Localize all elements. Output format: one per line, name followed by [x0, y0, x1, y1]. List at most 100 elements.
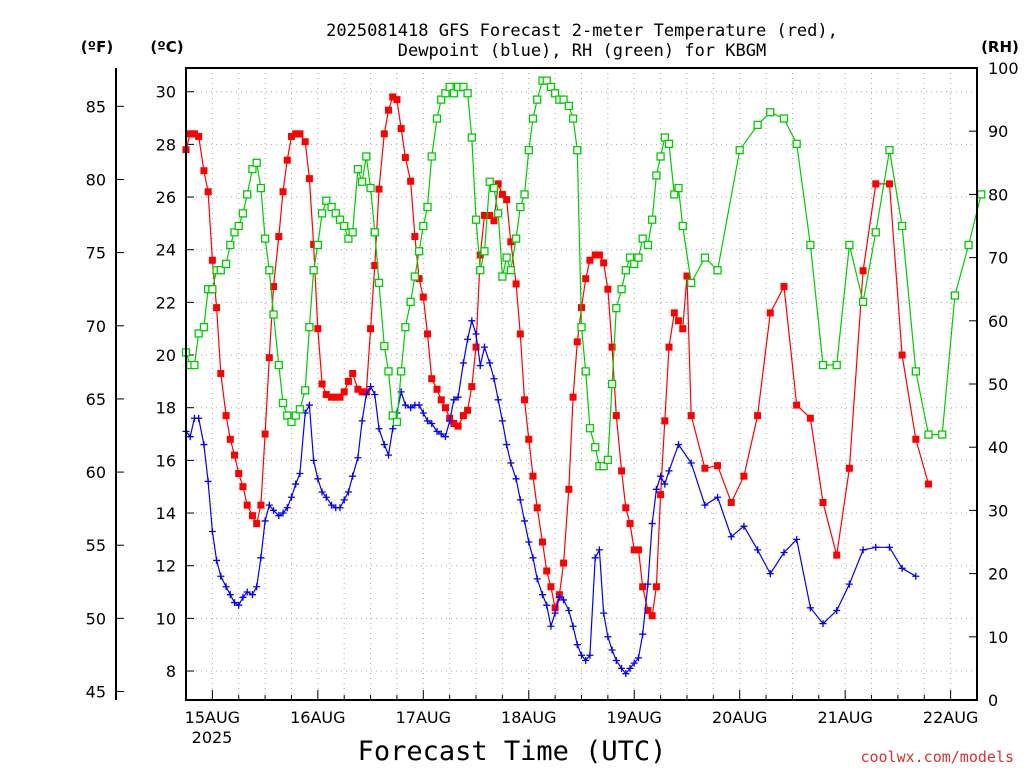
data-point: [625, 253, 635, 262]
rh-tick-label: 10: [988, 628, 1008, 647]
data-point: [683, 272, 691, 280]
data-point: [490, 217, 498, 225]
data-point: [317, 209, 327, 218]
data-point: [727, 533, 735, 541]
data-point: [437, 95, 446, 104]
data-point: [410, 272, 420, 281]
data-point: [384, 451, 392, 459]
data-point: [354, 454, 362, 462]
data-point: [639, 630, 647, 638]
data-point: [938, 430, 947, 439]
data-point: [701, 464, 709, 472]
data-point: [274, 360, 283, 370]
data-point: [401, 154, 409, 162]
data-point: [358, 388, 366, 396]
data-point: [397, 367, 406, 376]
x-tick-label: 18AUG: [501, 708, 556, 727]
data-point: [464, 335, 472, 343]
data-point: [569, 622, 577, 630]
data-point: [459, 359, 467, 367]
data-point: [279, 188, 287, 196]
data-point: [780, 283, 788, 291]
data-point: [612, 304, 621, 313]
data-point: [872, 180, 880, 188]
credit-text: coolwx.com/models: [860, 748, 1014, 766]
data-point: [269, 310, 278, 319]
data-point: [450, 396, 458, 404]
data-point: [529, 472, 537, 480]
data-point: [305, 401, 313, 409]
data-point: [543, 601, 551, 609]
data-point: [845, 240, 854, 250]
data-point: [780, 549, 788, 557]
data-point: [231, 451, 239, 459]
fahrenheit-tick-label: 70: [86, 317, 106, 336]
rh-tick-label: 60: [988, 312, 1008, 331]
data-point: [573, 338, 581, 346]
data-point: [371, 262, 379, 269]
fahrenheit-axis-unit: (ºF): [81, 38, 113, 56]
data-point: [226, 240, 235, 250]
data-point: [314, 475, 322, 483]
data-point: [687, 459, 695, 467]
data-point: [581, 367, 590, 376]
data-point: [235, 470, 243, 478]
data-point: [595, 251, 603, 259]
data-point: [603, 455, 613, 464]
data-point: [656, 152, 665, 161]
data-point: [644, 606, 652, 614]
data-point: [630, 259, 639, 269]
x-tick-label: 16AUG: [290, 708, 345, 727]
data-point: [392, 417, 402, 427]
data-point: [261, 430, 269, 438]
data-point: [454, 422, 462, 430]
data-point: [270, 283, 278, 291]
data-point: [754, 412, 762, 420]
data-point: [652, 171, 661, 180]
data-point: [533, 95, 542, 104]
data-point: [687, 278, 696, 288]
rh-tick-label: 40: [988, 438, 1008, 457]
data-point: [424, 330, 432, 338]
celsius-tick-label: 28: [156, 135, 176, 154]
data-point: [573, 641, 581, 649]
data-point: [516, 202, 525, 212]
data-point: [529, 554, 537, 562]
data-point: [661, 480, 669, 488]
data-point: [766, 108, 775, 117]
data-point: [582, 657, 590, 664]
rh-tick-label: 70: [988, 249, 1008, 268]
x-tick-label: 20AUG: [712, 708, 767, 727]
data-point: [577, 322, 586, 332]
data-point: [674, 183, 683, 193]
celsius-tick-label: 14: [156, 504, 176, 523]
data-point: [340, 388, 348, 396]
celsius-tick-label: 16: [156, 451, 176, 470]
data-point: [310, 456, 318, 464]
data-point: [464, 406, 472, 414]
data-point: [459, 412, 467, 420]
data-point: [714, 493, 722, 501]
data-point: [766, 570, 774, 578]
data-point: [832, 360, 841, 370]
celsius-axis-unit: (ºC): [150, 38, 183, 56]
data-point: [287, 493, 295, 501]
data-point: [569, 393, 577, 401]
data-point: [441, 89, 450, 98]
data-point: [638, 234, 647, 243]
data-point: [186, 433, 194, 441]
data-point: [292, 480, 300, 488]
data-point: [547, 622, 555, 630]
data-point: [652, 485, 660, 493]
data-point: [634, 654, 642, 662]
data-point: [450, 420, 458, 427]
data-point: [740, 522, 748, 530]
data-point: [375, 425, 383, 433]
data-point: [486, 211, 494, 219]
series-line: [185, 79, 982, 467]
data-point: [600, 609, 608, 617]
data-point: [494, 396, 502, 404]
data-point: [239, 483, 247, 491]
data-point: [283, 504, 291, 512]
data-point: [380, 441, 388, 449]
